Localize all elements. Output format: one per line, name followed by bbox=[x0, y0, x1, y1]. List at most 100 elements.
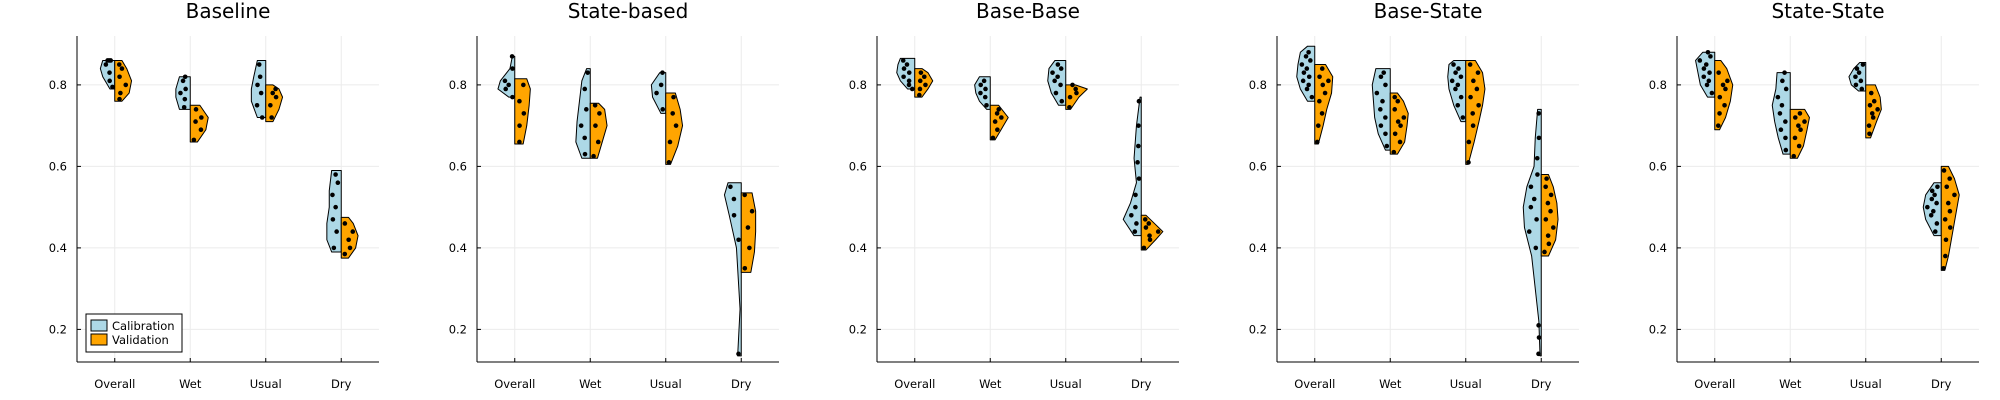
data-point bbox=[917, 86, 923, 92]
data-point bbox=[1932, 229, 1938, 234]
x-tick-label: Usual bbox=[1450, 377, 1482, 391]
data-point bbox=[1067, 105, 1072, 110]
data-point bbox=[591, 153, 596, 159]
data-point bbox=[1383, 131, 1388, 137]
data-point bbox=[1701, 66, 1707, 71]
data-point bbox=[1058, 82, 1063, 88]
data-point bbox=[978, 90, 983, 96]
y-tick-label: 0.6 bbox=[449, 159, 467, 173]
data-point bbox=[1783, 147, 1789, 153]
data-point bbox=[1136, 176, 1142, 181]
violin-validation bbox=[265, 84, 284, 123]
data-point bbox=[901, 66, 907, 71]
violin-calibration bbox=[1122, 96, 1142, 237]
data-point bbox=[1943, 253, 1948, 259]
data-point bbox=[1860, 62, 1866, 67]
data-point bbox=[1709, 90, 1715, 96]
y-tick-label: 0.6 bbox=[1649, 159, 1667, 173]
violin-calibration bbox=[723, 182, 742, 357]
data-point bbox=[1526, 229, 1532, 234]
data-point bbox=[1543, 184, 1548, 190]
data-point bbox=[1317, 74, 1322, 80]
data-point bbox=[330, 217, 336, 222]
data-point bbox=[1308, 58, 1313, 63]
data-point bbox=[671, 94, 676, 100]
data-point bbox=[670, 111, 675, 116]
data-point bbox=[978, 82, 984, 88]
data-point bbox=[1780, 78, 1785, 84]
data-point bbox=[107, 78, 112, 84]
data-point bbox=[1705, 50, 1711, 55]
data-point bbox=[1378, 123, 1384, 128]
data-point bbox=[1381, 70, 1387, 75]
data-point bbox=[1716, 70, 1721, 75]
data-point bbox=[273, 94, 279, 100]
data-point bbox=[502, 78, 508, 84]
data-point bbox=[921, 74, 927, 80]
data-point bbox=[1306, 50, 1311, 55]
data-point bbox=[193, 107, 199, 112]
data-point bbox=[1952, 192, 1957, 198]
y-tick-label: 0.2 bbox=[449, 322, 467, 336]
data-point bbox=[578, 123, 584, 128]
data-point bbox=[1867, 102, 1873, 108]
data-point bbox=[342, 221, 348, 226]
data-point bbox=[904, 62, 910, 67]
data-point bbox=[181, 105, 187, 110]
data-point bbox=[1315, 139, 1320, 145]
y-tick-label: 0.2 bbox=[1249, 322, 1267, 336]
data-point bbox=[1531, 196, 1537, 202]
data-point bbox=[1802, 119, 1807, 124]
data-point bbox=[584, 107, 589, 112]
y-tick-label: 0.6 bbox=[49, 159, 67, 173]
data-point bbox=[1779, 102, 1785, 108]
y-tick-label: 0.8 bbox=[849, 78, 867, 92]
data-point bbox=[257, 74, 263, 80]
data-point bbox=[996, 107, 1002, 112]
data-point bbox=[1320, 82, 1326, 88]
data-point bbox=[909, 86, 915, 92]
data-point bbox=[1929, 188, 1935, 194]
data-point bbox=[1783, 119, 1788, 124]
data-point bbox=[255, 82, 260, 88]
data-point bbox=[1720, 82, 1726, 88]
data-point bbox=[1943, 237, 1949, 243]
data-point bbox=[742, 265, 748, 271]
data-point bbox=[342, 251, 348, 257]
data-point bbox=[330, 192, 335, 198]
data-point bbox=[1546, 241, 1552, 247]
data-point bbox=[1074, 90, 1079, 96]
data-point bbox=[597, 111, 602, 116]
data-point bbox=[901, 74, 906, 80]
data-point bbox=[1460, 115, 1466, 120]
data-point bbox=[1466, 160, 1471, 165]
data-point bbox=[1548, 208, 1553, 214]
data-point bbox=[1458, 94, 1464, 100]
data-point bbox=[981, 78, 987, 84]
data-point bbox=[1468, 94, 1473, 100]
data-point bbox=[1853, 82, 1859, 88]
data-point bbox=[917, 92, 922, 98]
data-point bbox=[1928, 213, 1934, 218]
data-point bbox=[1783, 86, 1789, 92]
data-point bbox=[1058, 66, 1064, 71]
data-point bbox=[1136, 123, 1141, 128]
data-point bbox=[1395, 119, 1401, 124]
chart-title: State-based bbox=[568, 0, 689, 23]
data-point bbox=[658, 82, 664, 88]
data-point bbox=[180, 78, 186, 84]
data-point bbox=[1941, 265, 1946, 271]
data-point bbox=[1717, 111, 1722, 116]
x-tick-label: Overall bbox=[1294, 377, 1335, 391]
data-point bbox=[1155, 229, 1161, 234]
data-point bbox=[346, 237, 351, 243]
data-point bbox=[917, 78, 923, 84]
data-point bbox=[1055, 74, 1060, 80]
data-point bbox=[521, 111, 527, 116]
x-tick-label: Dry bbox=[1131, 377, 1152, 391]
data-point bbox=[1300, 78, 1306, 84]
data-point bbox=[1067, 94, 1073, 100]
data-point bbox=[1383, 115, 1388, 120]
data-point bbox=[117, 74, 122, 80]
data-point bbox=[1391, 149, 1397, 155]
